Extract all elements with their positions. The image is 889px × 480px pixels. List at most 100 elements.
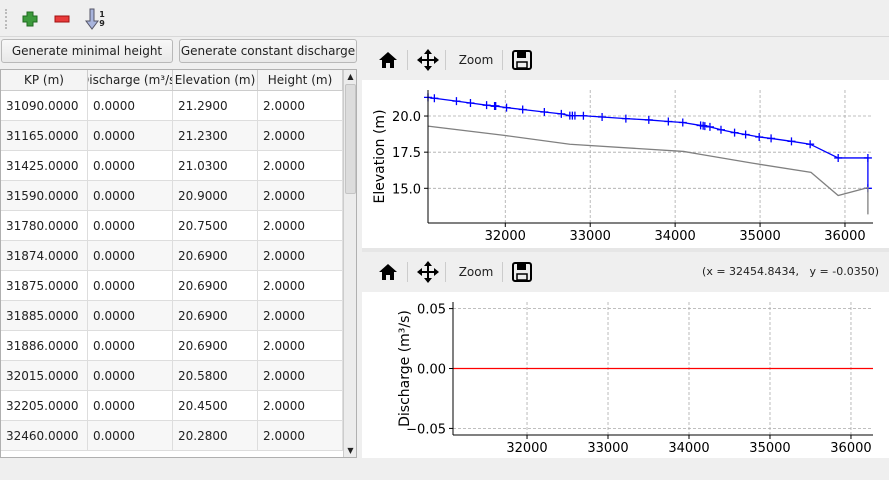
table-row[interactable]: 31886.0000 0.0000 20.6900 2.0000 xyxy=(1,331,343,361)
y-axis-label: Discharge (m³/s) xyxy=(397,310,413,427)
table-cell[interactable]: 20.6900 xyxy=(173,301,258,331)
data-point-marker xyxy=(570,111,579,120)
discharge-zoom-button[interactable]: Zoom xyxy=(458,265,494,279)
table-row[interactable]: 31875.0000 0.0000 20.6900 2.0000 xyxy=(1,271,343,301)
table-cell[interactable]: 32015.0000 xyxy=(1,361,88,391)
add-row-button[interactable] xyxy=(18,8,42,30)
table-cell[interactable]: 0.0000 xyxy=(88,181,173,211)
table-cell[interactable]: 2.0000 xyxy=(258,301,343,331)
table-cell[interactable]: 20.9000 xyxy=(173,181,258,211)
discharge-plot[interactable]: 32000 33000 34000 35000 36000 −0.05 0.00 0.05 Di… xyxy=(362,292,889,458)
move-icon xyxy=(417,261,439,283)
table-cell[interactable]: 31090.0000 xyxy=(1,91,88,121)
table-cell[interactable]: 0.0000 xyxy=(88,91,173,121)
table-row[interactable]: 32015.0000 0.0000 20.5800 2.0000 xyxy=(1,361,343,391)
table-cell[interactable]: 0.0000 xyxy=(88,301,173,331)
x-tick-label: 33000 xyxy=(587,441,628,456)
table-cell[interactable]: 0.0000 xyxy=(88,211,173,241)
table-cell[interactable]: 31590.0000 xyxy=(1,181,88,211)
scroll-down-arrow[interactable]: ▼ xyxy=(347,446,354,455)
table-row[interactable]: 32205.0000 0.0000 20.4500 2.0000 xyxy=(1,391,343,421)
table-cell[interactable]: 0.0000 xyxy=(88,271,173,301)
table-cell[interactable]: 0.0000 xyxy=(88,151,173,181)
table-cell[interactable]: 2.0000 xyxy=(258,421,343,451)
table-cell[interactable]: 2.0000 xyxy=(258,331,343,361)
table-cell[interactable]: 0.0000 xyxy=(88,421,173,451)
scroll-up-arrow[interactable]: ▲ xyxy=(347,72,354,81)
table-row[interactable]: 31874.0000 0.0000 20.6900 2.0000 xyxy=(1,241,343,271)
table-cell[interactable]: 20.6900 xyxy=(173,331,258,361)
table-cell[interactable]: 32205.0000 xyxy=(1,391,88,421)
table-cell[interactable]: 20.6900 xyxy=(173,241,258,271)
elevation-home-button[interactable] xyxy=(376,48,400,72)
table-cell[interactable]: 2.0000 xyxy=(258,91,343,121)
table-row[interactable]: 31165.0000 0.0000 21.2300 2.0000 xyxy=(1,121,343,151)
discharge-pan-button[interactable] xyxy=(416,260,440,284)
table-cell[interactable]: 20.5800 xyxy=(173,361,258,391)
elevation-pan-button[interactable] xyxy=(416,48,440,72)
table-cell[interactable]: 31874.0000 xyxy=(1,241,88,271)
table-cell[interactable]: 20.2800 xyxy=(173,421,258,451)
scroll-thumb[interactable] xyxy=(345,84,356,194)
table-cell[interactable]: 31886.0000 xyxy=(1,331,88,361)
table-cell[interactable]: 2.0000 xyxy=(258,361,343,391)
table-row[interactable]: 31425.0000 0.0000 21.0300 2.0000 xyxy=(1,151,343,181)
toolbar-grip xyxy=(5,9,8,29)
discharge-save-button[interactable] xyxy=(510,260,534,284)
column-header-elevation[interactable]: Elevation (m) xyxy=(173,70,258,91)
table-cell[interactable]: 2.0000 xyxy=(258,391,343,421)
table-cell[interactable]: 21.2900 xyxy=(173,91,258,121)
table-cell[interactable]: 2.0000 xyxy=(258,271,343,301)
table-cell[interactable]: 32460.0000 xyxy=(1,421,88,451)
data-point-marker xyxy=(430,94,439,103)
table-row[interactable]: 31780.0000 0.0000 20.7500 2.0000 xyxy=(1,211,343,241)
splitter-handle[interactable] xyxy=(362,248,889,252)
elevation-zoom-button[interactable]: Zoom xyxy=(458,53,494,67)
table-row[interactable]: 31885.0000 0.0000 20.6900 2.0000 xyxy=(1,301,343,331)
table-cell[interactable]: 0.0000 xyxy=(88,121,173,151)
table-cell[interactable]: 20.4500 xyxy=(173,391,258,421)
table-cell[interactable]: 2.0000 xyxy=(258,121,343,151)
table-cell[interactable]: 31165.0000 xyxy=(1,121,88,151)
x-tick-label: 36000 xyxy=(830,441,871,456)
table-cell[interactable]: 21.2300 xyxy=(173,121,258,151)
series-line xyxy=(427,96,869,189)
table-cell[interactable]: 20.7500 xyxy=(173,211,258,241)
table-cell[interactable]: 31875.0000 xyxy=(1,271,88,301)
table-cell[interactable]: 21.0300 xyxy=(173,151,258,181)
discharge-home-button[interactable] xyxy=(376,260,400,284)
toolbar-separator xyxy=(407,50,408,70)
table-cell[interactable]: 20.6900 xyxy=(173,271,258,301)
table-cell[interactable]: 2.0000 xyxy=(258,181,343,211)
data-point-marker xyxy=(482,101,491,110)
column-header-discharge[interactable]: Discharge (m³/s) xyxy=(88,70,173,91)
table-cell[interactable]: 0.0000 xyxy=(88,331,173,361)
table-cell[interactable]: 0.0000 xyxy=(88,391,173,421)
generate-minimal-height-button[interactable]: Generate minimal height xyxy=(1,39,173,63)
table-cell[interactable]: 31425.0000 xyxy=(1,151,88,181)
table-cell[interactable]: 31885.0000 xyxy=(1,301,88,331)
table-cell[interactable]: 2.0000 xyxy=(258,151,343,181)
generate-constant-discharge-button[interactable]: Generate constant discharge xyxy=(179,39,357,63)
data-point-marker xyxy=(621,114,630,123)
table-cell[interactable]: 2.0000 xyxy=(258,241,343,271)
table-row[interactable]: 32460.0000 0.0000 20.2800 2.0000 xyxy=(1,421,343,451)
table-cell[interactable]: 31780.0000 xyxy=(1,211,88,241)
data-point-marker xyxy=(741,130,750,139)
elevation-save-button[interactable] xyxy=(510,48,534,72)
toolbar-divider xyxy=(0,36,889,37)
column-header-kp[interactable]: KP (m) xyxy=(1,70,88,91)
data-point-marker xyxy=(730,128,739,137)
column-header-height[interactable]: Height (m) xyxy=(258,70,343,91)
data-point-marker xyxy=(834,153,843,162)
data-point-marker xyxy=(491,102,500,111)
remove-row-button[interactable] xyxy=(50,8,74,30)
table-row[interactable]: 31590.0000 0.0000 20.9000 2.0000 xyxy=(1,181,343,211)
table-cell[interactable]: 2.0000 xyxy=(258,211,343,241)
table-row[interactable]: 31090.0000 0.0000 21.2900 2.0000 xyxy=(1,91,343,121)
table-cell[interactable]: 0.0000 xyxy=(88,241,173,271)
elevation-plot[interactable]: 32000 33000 34000 35000 36000 15.0 17.5 20.0 Ele… xyxy=(362,80,889,248)
table-cell[interactable]: 0.0000 xyxy=(88,361,173,391)
vertical-scrollbar[interactable]: ▲ ▼ xyxy=(343,70,356,457)
